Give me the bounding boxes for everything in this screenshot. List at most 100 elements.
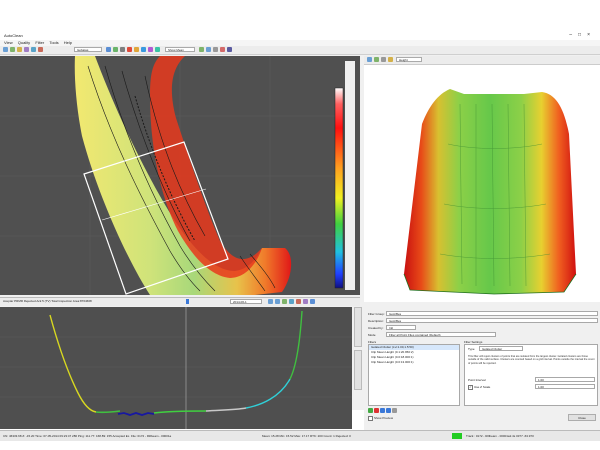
filter-description-text: This filter will reject clusters of poin… [468,355,595,365]
export-icon[interactable] [227,47,232,52]
shade-icon[interactable] [388,57,393,62]
filters-list: Isolated Clutter (Lvl:1.00,1.5:50) Clip … [368,344,460,406]
move-down-icon[interactable] [386,408,391,413]
select-icon[interactable] [38,47,43,52]
filter-settings-label: Filter Settings [464,340,483,344]
status-bar: CN: 46333.68 Z: -15.20 Time: 07-05-2014 … [0,430,600,441]
profile-curve-left [49,314,97,413]
pan-icon[interactable] [282,299,287,304]
axis-icon[interactable] [381,57,386,62]
mode-select[interactable]: Filter all Point Files contained (Defaul… [386,332,496,337]
surface-toolbar: Height [364,56,600,65]
filter-item-0[interactable]: Isolated Clutter (Lvl:1.00,1.5:50) [369,345,459,350]
reject-icon[interactable] [127,47,132,52]
redo-icon[interactable] [141,47,146,52]
filter-item-3[interactable]: Clip Mean Height (0.0:13.000:1) [371,360,414,364]
profile-curve-deepest [117,412,155,416]
map-vscroll[interactable] [345,61,355,290]
delete-filter-icon[interactable] [374,408,379,413]
use-z-scale-field[interactable]: 1.00 [535,384,595,389]
filter-item-1[interactable]: Clip Mean Height (0.1:20.950:2) [371,350,414,354]
created-by-label: Created by: [368,326,384,330]
surface-icon[interactable] [155,47,160,52]
side-tab-layers[interactable] [354,350,362,390]
inspection-status-text: Aceptar PRMR Rejected Ack 5 (TV) Total I… [3,299,92,303]
layers-icon[interactable] [24,47,29,52]
grid-icon[interactable] [17,47,22,52]
menu-bar: View Quality Filter Tools Help [0,40,600,46]
main-toolbar: Isobatas Show Mean [0,46,600,55]
measure-icon[interactable] [296,299,301,304]
scale-field[interactable]: 2014-06-1 [230,299,262,304]
window-controls[interactable]: –□× [569,32,596,38]
filter-item-2[interactable]: Clip Mean Height (0.0:18.000:1) [371,355,414,359]
profile-curve-flat [205,407,247,412]
map-view[interactable] [0,56,360,295]
close-button[interactable]: Close [568,414,596,421]
view-3d-icon[interactable] [367,57,372,62]
zoom-out-icon[interactable] [275,299,280,304]
lock-icon[interactable] [206,47,211,52]
selection-axis [101,188,207,221]
lasso-icon[interactable] [310,299,315,304]
zoom-icon[interactable] [31,47,36,52]
survey-lines [87,65,276,292]
description-field[interactable]: IsoArBes [386,318,598,323]
add-filter-icon[interactable] [368,408,373,413]
profile-curve-rise [245,378,291,409]
terrain-surface [404,89,576,294]
mode-combo[interactable]: Show Mean [165,47,195,52]
title-bar: AutoClean –□× [0,32,600,40]
surface-color-combo[interactable]: Height [396,57,422,62]
selection-frame[interactable] [83,141,229,295]
menu-help[interactable]: Help [63,40,73,45]
clear-icon[interactable] [220,47,225,52]
menu-view[interactable]: View [4,40,13,45]
menu-quality[interactable]: Quality [17,40,31,45]
show-preview-checkbox[interactable] [368,416,373,421]
type-label: Type [468,347,475,351]
profile-icon[interactable] [148,47,153,52]
slider-handle[interactable] [186,299,189,304]
menu-tools[interactable]: Tools [49,40,59,45]
open-icon[interactable] [3,47,8,52]
filter-group-field[interactable]: IsoArBes [386,311,598,316]
status-stats-text: Mean: 15.28 Min: 15.52 Max: 17.17 RTK: 2… [262,434,351,438]
surface-3d-view[interactable]: Height [364,56,600,302]
created-by-field[interactable]: Intl [386,325,416,330]
filter-icon[interactable] [120,47,125,52]
profile-view[interactable] [0,307,352,429]
profile-curve-low-left [95,410,121,414]
accept-icon[interactable] [113,47,118,52]
point-interval-label: Point Interval [468,378,486,382]
map-status-strip: Aceptar PRMR Rejected Ack 5 (TV) Total I… [0,297,360,306]
copy-filter-icon[interactable] [392,408,397,413]
zoom-in-icon[interactable] [268,299,273,304]
fit-icon[interactable] [289,299,294,304]
layer-combo[interactable]: Isobatas [74,47,102,52]
light-icon[interactable] [374,57,379,62]
status-indicator [452,433,462,439]
undo-icon[interactable] [134,47,139,52]
window-title: AutoClean [4,33,23,38]
color-icon[interactable] [199,47,204,52]
use-z-scale-label: Use Z Scale [474,385,491,389]
filter-list-toolbar [368,408,408,413]
mode-label: Mode [368,333,376,337]
color-scale-bar [334,87,344,289]
filters-label: Filters [368,340,377,344]
settings-icon[interactable] [213,47,218,52]
channel-surface [74,56,292,295]
rotate-icon[interactable] [303,299,308,304]
status-left-text: CN: 46333.68 Z: -15.20 Time: 07-05-2014 … [3,434,172,438]
show-preview-label: Show Preview [374,416,394,420]
use-z-scale-checkbox[interactable]: ✓ [468,385,473,390]
profile-curve-right [289,310,303,380]
menu-filter[interactable]: Filter [35,40,45,45]
move-up-icon[interactable] [380,408,385,413]
refresh-icon[interactable] [106,47,111,52]
point-interval-field[interactable]: 1.00 [535,377,595,382]
type-field[interactable]: Isolated Clutter [479,346,523,351]
side-tab-filters[interactable] [354,307,362,347]
save-icon[interactable] [10,47,15,52]
